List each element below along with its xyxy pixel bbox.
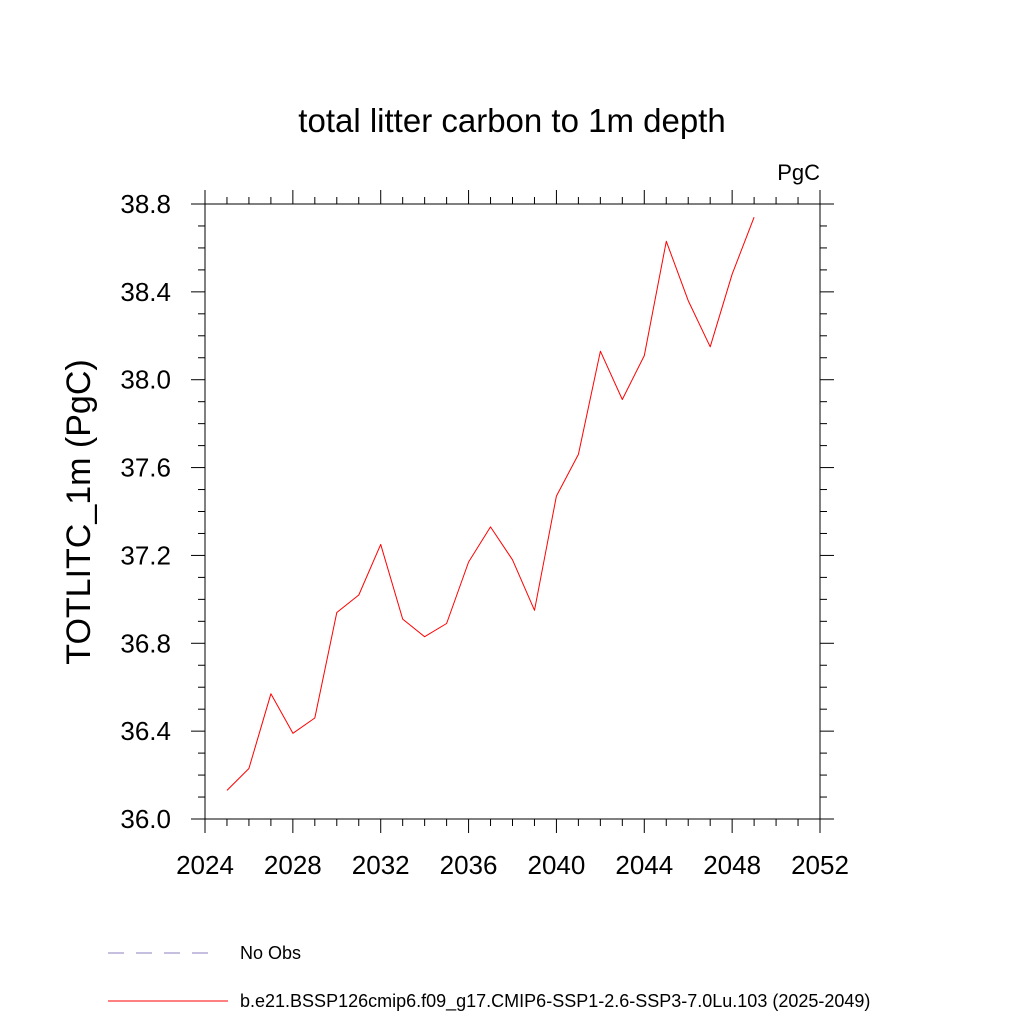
x-tick-label-2044: 2044 — [615, 850, 673, 880]
y-tick-label-38.4: 38.4 — [120, 277, 171, 307]
x-tick-label-2036: 2036 — [440, 850, 498, 880]
legend: No Obs b.e21.BSSP126cmip6.f09_g17.CMIP6-… — [108, 943, 870, 1012]
y-tick-label-36.0: 36.0 — [120, 804, 171, 834]
x-tick-label-2052: 2052 — [791, 850, 849, 880]
units-label: PgC — [777, 160, 820, 185]
y-tick-label-37.2: 37.2 — [120, 540, 171, 570]
plot-frame — [204, 203, 821, 820]
y-tick-label-38.8: 38.8 — [120, 189, 171, 219]
x-tick-label-2048: 2048 — [703, 850, 761, 880]
x-tick-label-2032: 2032 — [352, 850, 410, 880]
y-tick-label-36.4: 36.4 — [120, 716, 171, 746]
y-tick-label-38.0: 38.0 — [120, 365, 171, 395]
legend-label-no-obs: No Obs — [240, 943, 301, 963]
axis-ticks: 2024 2028 2032 2036 2040 2044 2048 2052 36.0 36.4… — [120, 189, 849, 880]
legend-label-model: b.e21.BSSP126cmip6.f09_g17.CMIP6-SSP1-2.… — [240, 991, 870, 1012]
x-tick-label-2024: 2024 — [176, 850, 234, 880]
x-tick-label-2028: 2028 — [264, 850, 322, 880]
chart-title: total litter carbon to 1m depth — [298, 102, 725, 139]
series-line-0 — [226, 217, 755, 791]
y-tick-label-36.8: 36.8 — [120, 628, 171, 658]
x-tick-label-2040: 2040 — [528, 850, 586, 880]
y-axis-label: TOTLITC_1m (PgC) — [60, 359, 98, 664]
y-tick-label-37.6: 37.6 — [120, 453, 171, 483]
series-group — [226, 217, 755, 791]
